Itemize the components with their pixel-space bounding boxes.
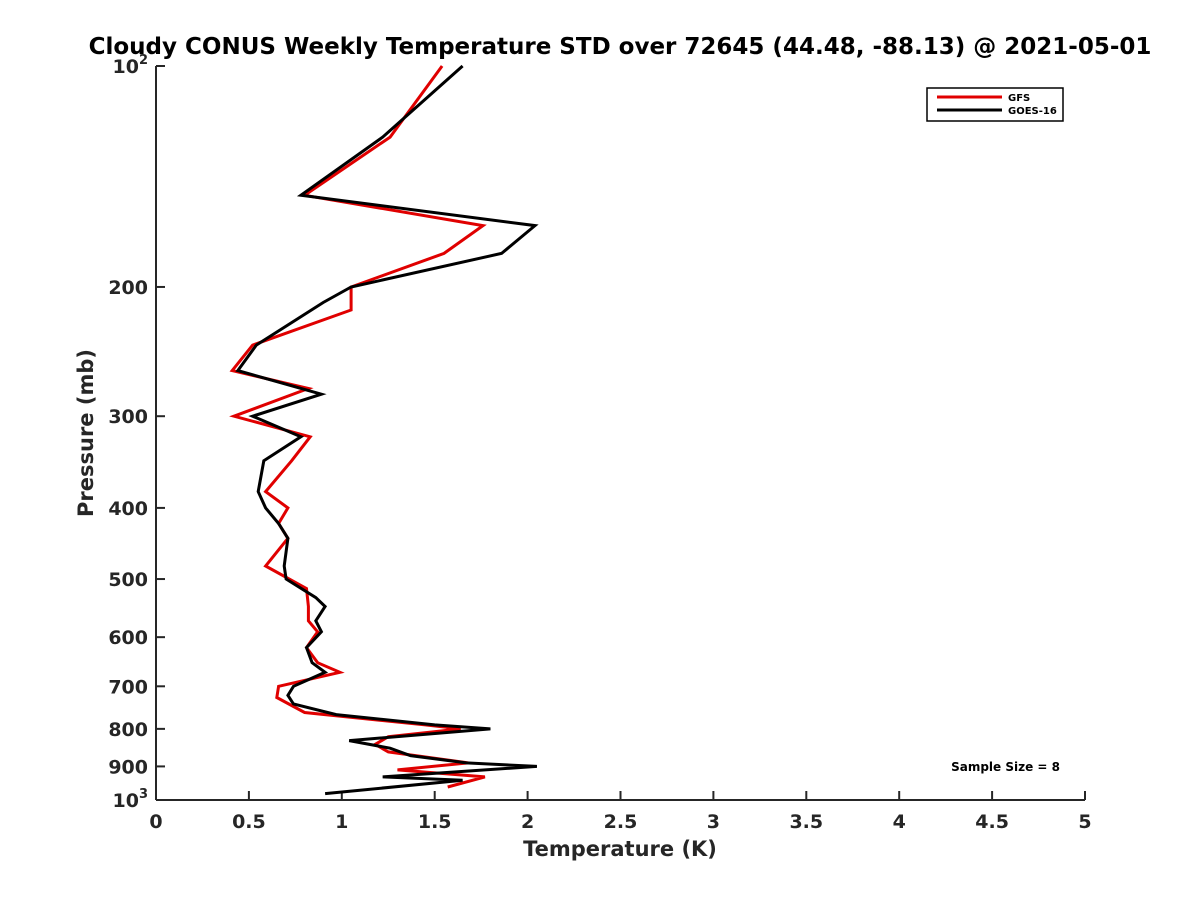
x-tick-label: 1.5 [418, 811, 452, 833]
x-tick-label: 3 [707, 811, 720, 833]
x-tick-label: 0.5 [232, 811, 266, 833]
chart-title: Cloudy CONUS Weekly Temperature STD over… [89, 34, 1152, 60]
x-tick-label: 2.5 [604, 811, 638, 833]
sample-size-annotation: Sample Size = 8 [951, 760, 1060, 774]
y-tick-label: 102 [113, 53, 149, 78]
legend-label: GOES-16 [1008, 106, 1057, 117]
x-tick-label: 0 [149, 811, 162, 833]
x-tick-label: 5 [1078, 811, 1091, 833]
y-tick-label: 500 [108, 569, 148, 591]
y-tick-label: 400 [108, 498, 148, 520]
series-line-gfs [229, 65, 487, 789]
y-tick-exponent: 2 [139, 53, 148, 68]
y-tick-label: 600 [108, 627, 148, 649]
x-axis-ticks: 0 0.5 1 1.5 2 2.5 3 3.5 4 4.5 5 [149, 791, 1092, 833]
legend: GFS GOES-16 [926, 87, 1064, 122]
y-tick-label: 700 [108, 676, 148, 698]
series-line-goes-16 [235, 64, 539, 796]
y-axis-label: Pressure (mb) [74, 349, 98, 517]
y-tick-base: 10 [113, 790, 139, 812]
y-tick-base: 10 [113, 56, 139, 78]
x-tick-label: 4 [893, 811, 906, 833]
x-tick-label: 4.5 [975, 811, 1009, 833]
x-tick-label: 1 [335, 811, 348, 833]
y-tick-label: 900 [108, 756, 148, 778]
x-axis-label: Temperature (K) [523, 837, 717, 861]
y-tick-label: 300 [108, 406, 148, 428]
y-tick-label: 200 [108, 277, 148, 299]
y-tick-exponent: 3 [139, 787, 148, 802]
y-tick-label: 800 [108, 719, 148, 741]
legend-label: GFS [1008, 93, 1030, 104]
y-tick-label: 103 [113, 787, 149, 812]
x-tick-label: 2 [521, 811, 534, 833]
series-layer [229, 64, 539, 796]
x-tick-label: 3.5 [789, 811, 823, 833]
legend-box [926, 87, 1064, 122]
